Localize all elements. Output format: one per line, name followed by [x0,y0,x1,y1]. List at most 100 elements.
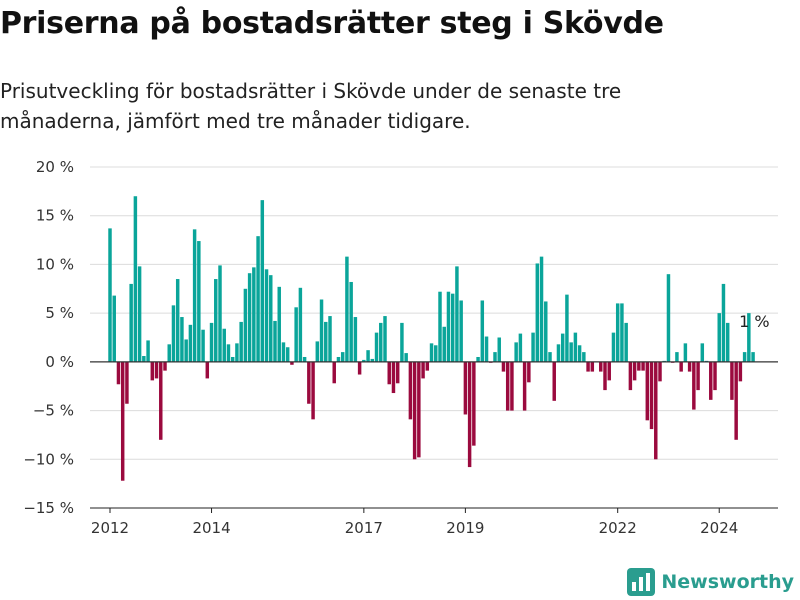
bar [467,361,472,468]
bar [484,336,489,362]
bar [184,339,188,362]
bar [412,361,417,460]
bar [298,287,303,362]
bar [603,361,607,391]
bar [455,266,459,362]
bar [116,361,121,385]
x-tick-label: 2024 [700,519,738,537]
bar [476,356,480,362]
bar [353,317,358,362]
bar [154,361,159,379]
bar [260,200,265,362]
bar [442,326,446,362]
bar [654,361,658,460]
bar [209,322,214,362]
bar [112,295,116,362]
bar [269,275,273,362]
bar [560,333,565,362]
bar [730,361,734,400]
bar [370,358,375,362]
bar [218,265,222,362]
bar [450,293,455,362]
bar [497,337,501,362]
bar [332,361,336,384]
bar [480,300,485,362]
bar [713,361,717,391]
bar [607,361,611,381]
axes [90,361,778,513]
bar [400,322,404,362]
bar [277,286,281,362]
bar [163,361,167,371]
bar [235,343,239,362]
bar [362,359,366,362]
bar [226,344,231,362]
bar [590,361,595,372]
bar [429,343,434,362]
bar [599,361,603,372]
bar [649,361,654,430]
bar [624,322,628,362]
newsworthy-logo-icon [627,568,656,596]
bar [175,279,180,362]
bar [281,342,286,362]
bar [243,288,248,362]
bar [463,361,468,415]
bar [336,356,341,362]
bar [374,332,379,362]
bar [222,328,226,362]
bar [230,356,235,362]
bar [738,361,743,382]
bar [387,361,391,385]
last-value-annotation: 1 % [739,312,769,331]
brand-footer: Newsworthy [627,568,794,596]
page-title: Priserna på bostadsrätter steg i Skövde [0,6,664,41]
bar [302,356,307,362]
y-tick-label: −10 % [23,450,74,468]
bar [328,316,332,362]
bar [285,347,290,362]
bar [658,361,662,382]
bar [565,294,569,362]
y-tick-label: −5 % [33,402,74,420]
bar [311,361,315,420]
bar [725,322,730,362]
x-tick-label: 2012 [91,519,129,537]
bar [637,361,641,371]
bar [522,361,527,411]
bar [615,303,620,362]
bar [395,361,400,384]
bar [108,228,112,362]
bar [742,352,747,362]
bar [751,352,755,362]
bar [687,361,692,372]
y-tick-label: 15 % [36,207,74,225]
bar [734,361,738,440]
bar [611,332,616,362]
tick-labels: 20 % 15 % 10 % 5 % 0 % −5 % −10 % −15 % 2012 2014… [23,158,769,537]
bar [620,303,624,362]
y-tick-label: 5 % [45,304,74,322]
page-subtitle: Prisutveckling för bostadsrätter i Skövd… [0,79,622,133]
y-tick-label: 20 % [36,158,74,176]
bar [345,256,349,362]
bar [552,361,556,401]
bar [421,361,425,379]
bar [632,361,637,381]
bar [573,332,578,362]
bar [167,344,171,362]
x-tick-label: 2014 [192,519,230,537]
bar [366,350,370,362]
bar [307,361,311,404]
bar-series [108,196,755,481]
x-tick-label: 2019 [446,519,484,537]
brand-name: Newsworthy [661,571,794,593]
bar [527,361,531,383]
bar [514,342,518,362]
bar [434,345,438,362]
bar [556,344,561,362]
bar [404,353,408,362]
bar [641,361,645,371]
bar [717,313,721,362]
bar [535,263,540,362]
